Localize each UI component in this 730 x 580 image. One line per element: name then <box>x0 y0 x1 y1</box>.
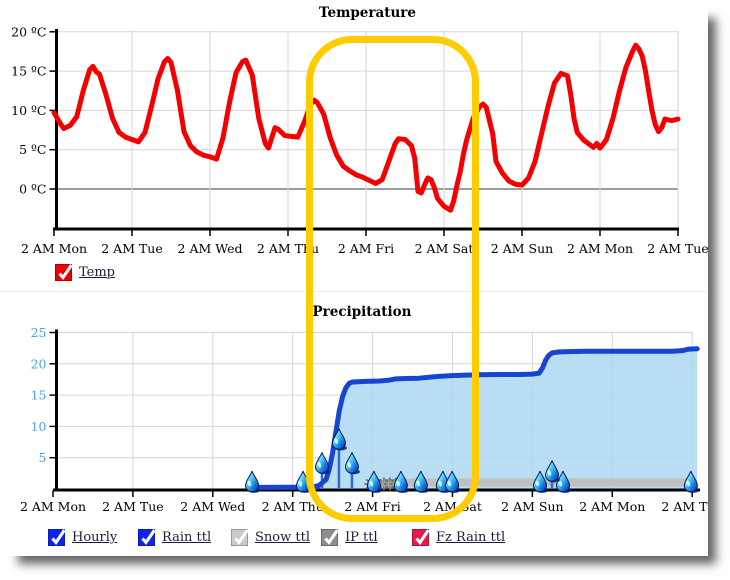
x-tick-label: 2 AM Thu <box>262 499 324 514</box>
x-tick-label: 2 AM Sat <box>423 499 482 514</box>
checkmark-icon <box>324 529 339 546</box>
y-tick-label: 10 <box>31 419 47 434</box>
x-tick-label: 2 AM Fri <box>338 241 394 256</box>
rain-ttl-checkbox[interactable] <box>138 529 156 546</box>
x-tick-label: 2 AM Tue <box>102 499 164 514</box>
raindrop-icon <box>683 470 699 493</box>
raindrop-icon <box>413 470 429 493</box>
forecast-page: Temperature 20 ºC 15 ºC 10 ºC 5 ºC 0 ºC 2 AM … <box>0 5 708 550</box>
checkmark-icon <box>141 529 156 546</box>
precipitation-chart: 25 20 15 10 5 2 AM Mon 2 AM Tue 2 AM Wed 2 AM Th… <box>20 325 708 514</box>
legend-item-rain-ttl[interactable]: Rain ttl <box>138 528 211 547</box>
snow-ip-total-band <box>396 478 697 487</box>
legend-item-fz-rain-ttl[interactable]: Fz Rain ttl <box>412 528 505 547</box>
x-tick-label: 2 AM Mon <box>579 499 645 514</box>
x-tick-label: 2 AM Sun <box>491 241 553 256</box>
checkmark-icon <box>58 264 73 281</box>
raindrop-icon <box>245 470 261 493</box>
raindrop-icon <box>545 460 561 483</box>
hourly-checkbox[interactable] <box>48 529 66 546</box>
ip-ttl-legend-label[interactable]: IP ttl <box>345 530 378 545</box>
x-tick-label: 2 AM Wed <box>180 499 245 514</box>
raindrop-icon <box>556 470 572 493</box>
raindrop-icon <box>445 470 461 493</box>
raindrop-icon <box>296 470 312 493</box>
raindrop-icon <box>393 470 409 493</box>
raindrop-icon <box>314 452 330 475</box>
y-tick-label: 0 ºC <box>19 182 46 197</box>
temperature-chart-title: Temperature <box>318 5 416 21</box>
x-tick-label: 2 AM Tue <box>661 499 708 514</box>
raindrop-icon <box>344 452 360 475</box>
snow-ttl-legend-label[interactable]: Snow ttl <box>255 530 310 545</box>
legend-item-ip-ttl[interactable]: IP ttl <box>321 528 378 547</box>
legend-item-snow-ttl[interactable]: Snow ttl <box>231 528 310 547</box>
x-tick-label: 2 AM Mon <box>567 241 633 256</box>
checkmark-icon <box>51 529 66 546</box>
y-tick-label: 20 <box>31 356 47 371</box>
y-tick-label: 10 ºC <box>11 103 46 118</box>
panel-divider <box>0 291 708 292</box>
temp-legend-label[interactable]: Temp <box>79 265 116 280</box>
x-tick-label: 2 AM Fri <box>344 499 400 514</box>
x-tick-label: 2 AM Tue <box>101 241 163 256</box>
temp-checkbox[interactable] <box>55 264 73 281</box>
ip-ttl-checkbox[interactable] <box>321 529 339 546</box>
x-tick-label: 2 AM Wed <box>178 241 243 256</box>
y-tick-label: 25 <box>31 325 47 340</box>
raindrop-icon <box>366 470 382 493</box>
y-tick-label: 5 <box>39 450 47 465</box>
y-tick-label: 5 ºC <box>19 142 46 157</box>
x-tick-label: 2 AM Mon <box>21 241 87 256</box>
raindrop-icon <box>533 470 549 493</box>
raindrop-icon <box>331 428 347 451</box>
snow-ttl-checkbox[interactable] <box>231 529 249 546</box>
hourly-legend-label[interactable]: Hourly <box>72 530 118 545</box>
x-tick-label: 2 AM Tue <box>647 241 708 256</box>
x-tick-label: 2 AM Mon <box>20 499 86 514</box>
x-tick-label: 2 AM Sun <box>501 499 563 514</box>
checkmark-icon <box>415 529 430 546</box>
temperature-chart: 20 ºC 15 ºC 10 ºC 5 ºC 0 ºC 2 AM Mon 2 AM Tue 2… <box>11 24 708 256</box>
legend-item-temp[interactable]: Temp <box>55 263 115 282</box>
fz-rain-ttl-legend-label[interactable]: Fz Rain ttl <box>436 530 506 545</box>
fz-rain-ttl-checkbox[interactable] <box>412 529 430 546</box>
checkmark-icon <box>234 529 249 546</box>
legend-item-hourly[interactable]: Hourly <box>48 528 117 547</box>
rain-ttl-legend-label[interactable]: Rain ttl <box>162 530 212 545</box>
temp-line <box>51 42 681 213</box>
precipitation-legend: Hourly Rain ttl Snow ttl <box>0 528 708 550</box>
x-tick-label: 2 AM Thu <box>257 241 319 256</box>
y-tick-label: 20 ºC <box>11 24 46 39</box>
x-tick-label: 2 AM Sat <box>415 241 474 256</box>
y-tick-label: 15 <box>31 388 47 403</box>
precipitation-chart-title: Precipitation <box>312 304 412 320</box>
temperature-legend: Temp <box>0 263 708 285</box>
y-tick-label: 15 ºC <box>11 64 46 79</box>
